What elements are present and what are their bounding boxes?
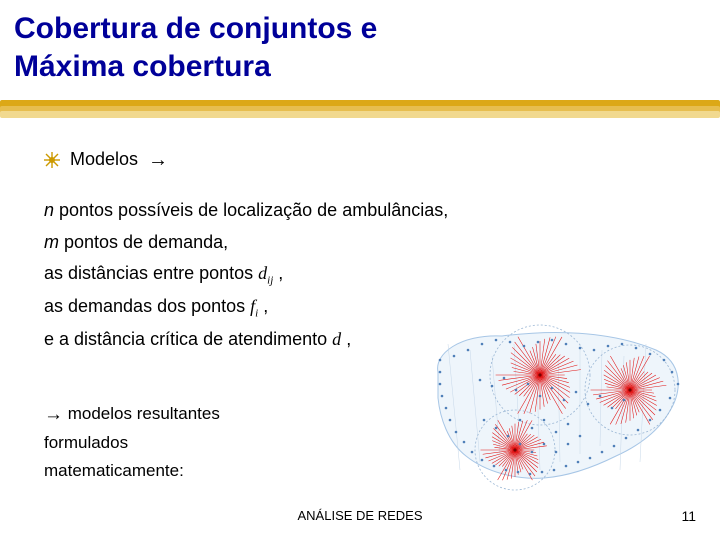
line-m: m pontos de demanda, — [44, 227, 684, 259]
snowflake-bullet-icon — [44, 152, 60, 168]
resultantes-block: → modelos resultantes formulados matemat… — [44, 398, 220, 485]
bullet-label: Modelos — [70, 149, 138, 170]
underline-stroke-3 — [0, 111, 720, 118]
line-d-post: , — [346, 329, 351, 349]
footer-label: ANÁLISE DE REDES — [298, 508, 423, 523]
title-underline — [0, 100, 720, 122]
bullet-modelos: Modelos → — [44, 148, 684, 171]
line-n: n pontos possíveis de localização de amb… — [44, 195, 684, 227]
line-fi-pre: as demandas dos pontos — [44, 296, 250, 316]
slide-title: Cobertura de conjuntos e Máxima cobertur… — [0, 0, 720, 85]
math-dij: dij — [258, 263, 273, 283]
resultantes-line-2: formulados — [44, 429, 220, 457]
math-d: d — [332, 329, 341, 349]
line-m-rest: pontos de demanda, — [59, 232, 228, 252]
page-number: 11 — [681, 508, 696, 524]
line-dij-pre: as distâncias entre pontos — [44, 263, 258, 283]
resultantes-line-3: matematicamente: — [44, 457, 220, 485]
var-n: n — [44, 200, 54, 220]
resultantes-line-1: → modelos resultantes — [44, 398, 220, 429]
line-n-rest: pontos possíveis de localização de ambul… — [54, 200, 448, 220]
var-m: m — [44, 232, 59, 252]
line-fi: as demandas dos pontos fi , — [44, 291, 684, 324]
arrow-icon-2: → — [44, 399, 63, 430]
line-d-pre: e a distância crítica de atendimento — [44, 329, 332, 349]
title-line-1: Cobertura de conjuntos e — [14, 10, 720, 48]
line-fi-post: , — [263, 296, 268, 316]
line-dij-post: , — [278, 263, 283, 283]
math-fi: fi — [250, 296, 258, 316]
title-line-2: Máxima cobertura — [14, 48, 720, 86]
network-diagram — [420, 320, 690, 500]
arrow-icon: → — [148, 149, 168, 172]
line-dij: as distâncias entre pontos dij , — [44, 258, 684, 291]
